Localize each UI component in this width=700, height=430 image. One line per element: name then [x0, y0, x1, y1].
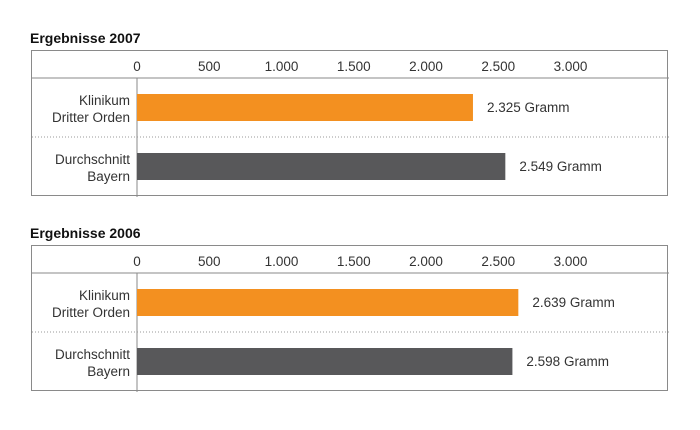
data-label: 2.639 Gramm [532, 295, 615, 310]
tick-label: 3.000 [554, 59, 588, 74]
tick-label: 500 [198, 59, 221, 74]
tick-label: 2.000 [409, 59, 443, 74]
tick-label: 1.500 [337, 254, 371, 269]
category-label: Dritter Orden [52, 305, 130, 320]
tick-label: 500 [198, 254, 221, 269]
tick-label: 1.500 [337, 59, 371, 74]
tick-label: 3.000 [554, 254, 588, 269]
category-label: Klinikum [79, 288, 130, 303]
tick-label: 0 [133, 59, 141, 74]
tick-label: 0 [133, 254, 141, 269]
bar [137, 153, 506, 180]
data-label: 2.549 Gramm [519, 159, 602, 174]
bar [137, 348, 513, 375]
tick-label: 1.000 [265, 254, 299, 269]
chart-2006-plot: 0 500 1.000 1.500 2.000 2.500 3.000 Klinikum Dri… [32, 254, 669, 392]
bar [137, 289, 519, 316]
chart-title-2007: Ergebnisse 2007 [30, 30, 141, 46]
tick-label: 2.500 [481, 59, 515, 74]
chart-title-2006: Ergebnisse 2006 [30, 225, 141, 241]
category-label: Durchschnitt [55, 152, 130, 167]
tick-label: 2.000 [409, 254, 443, 269]
chart-2006: 0 500 1.000 1.500 2.000 2.500 3.000 Klinikum Dri… [31, 245, 669, 392]
tick-label: 1.000 [265, 59, 299, 74]
bar [137, 94, 473, 121]
category-label: Bayern [87, 169, 130, 184]
chart-2007-plot: 0 500 1.000 1.500 2.000 2.500 3.000 Klinikum Dri… [32, 59, 669, 197]
tick-label: 2.500 [481, 254, 515, 269]
chart-2007: 0 500 1.000 1.500 2.000 2.500 3.000 Klinikum Dri… [31, 50, 669, 197]
data-label: 2.325 Gramm [487, 100, 570, 115]
category-label: Bayern [87, 364, 130, 379]
category-label: Klinikum [79, 93, 130, 108]
category-label: Durchschnitt [55, 347, 130, 362]
data-label: 2.598 Gramm [526, 354, 609, 369]
category-label: Dritter Orden [52, 110, 130, 125]
